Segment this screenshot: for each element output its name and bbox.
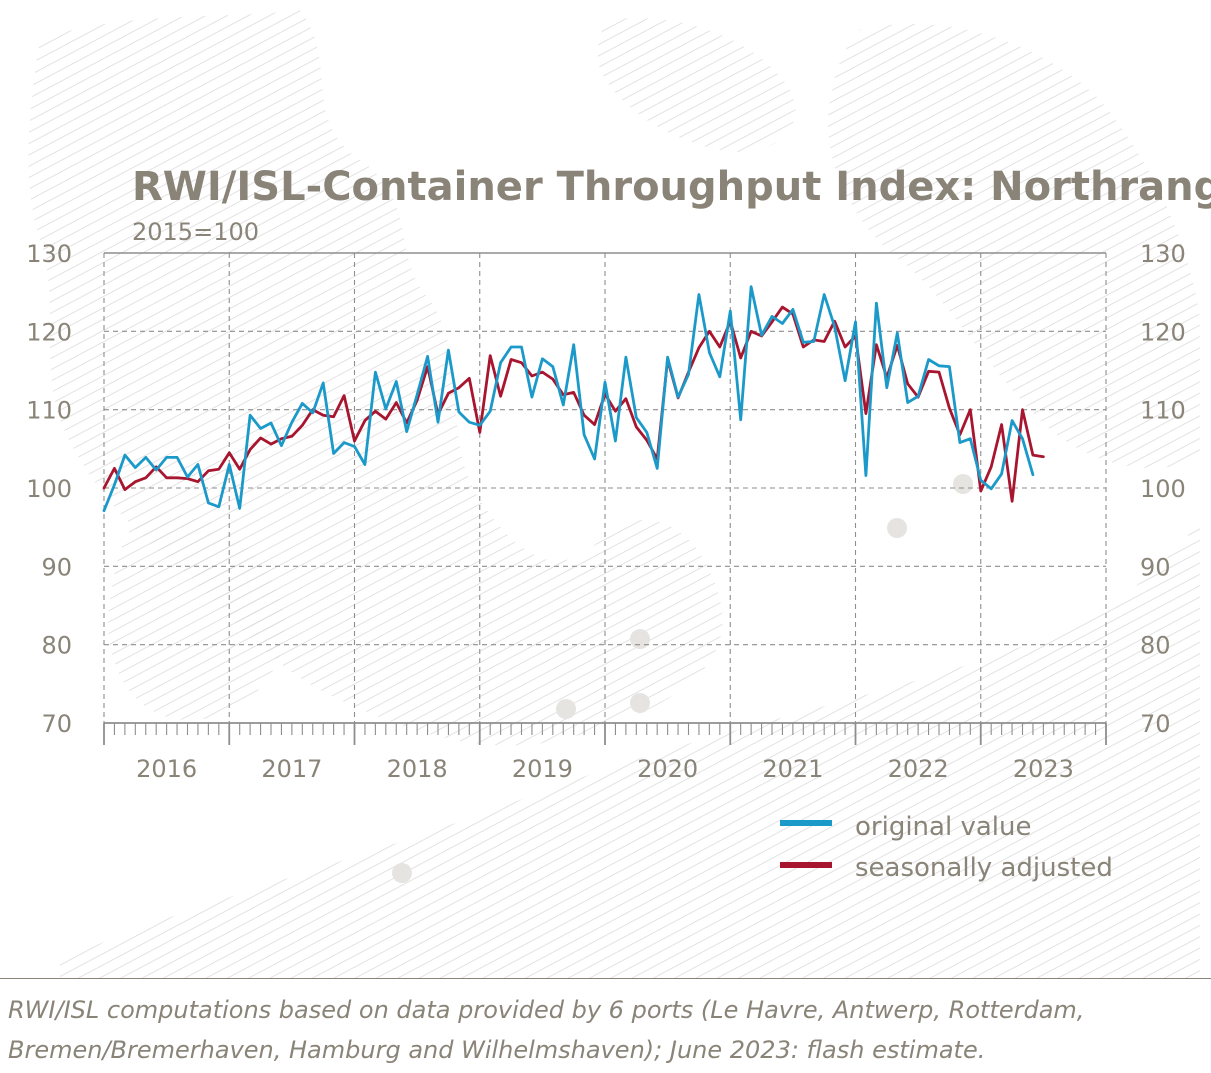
x-tick-label: 2023 (1013, 755, 1074, 783)
grid (103, 252, 1107, 723)
chart-title: RWI/ISL-Container Throughput Index: Nort… (132, 164, 1211, 210)
x-tick-label: 2019 (512, 755, 573, 783)
series-lines (102, 285, 1045, 513)
axes: 130 130 120 120 110 110 100 100 90 90 80 80 70 70 2016… (26, 240, 1186, 783)
x-tick-label: 2020 (637, 755, 698, 783)
y-tick-label-left: 110 (26, 397, 72, 425)
legend: original value seasonally adjusted (780, 812, 1113, 883)
y-tick-label-right: 110 (1140, 397, 1186, 425)
footer-divider (0, 978, 1211, 979)
y-tick-label-right: 130 (1140, 240, 1186, 268)
x-tick-label: 2018 (387, 755, 448, 783)
chart: RWI/ISL-Container Throughput Index: Nort… (26, 10, 1211, 978)
y-tick-label-right: 120 (1140, 318, 1186, 346)
y-tick-label-right: 70 (1140, 710, 1171, 738)
y-tick-label-left: 80 (41, 632, 72, 660)
y-tick-label-right: 80 (1140, 632, 1171, 660)
legend-label-seasonal: seasonally adjusted (855, 853, 1113, 883)
y-tick-label-left: 70 (41, 710, 72, 738)
y-tick-label-left: 100 (26, 475, 72, 503)
x-tick-label: 2022 (888, 755, 949, 783)
y-tick-label-right: 90 (1140, 553, 1171, 581)
series-line-original-value (102, 285, 1035, 513)
y-tick-label-right: 100 (1140, 475, 1186, 503)
y-tick-label-left: 120 (26, 318, 72, 346)
y-tick-label-left: 90 (41, 553, 72, 581)
footnote-line-1: RWI/ISL computations based on data provi… (8, 996, 1085, 1024)
y-tick-label-left: 130 (26, 240, 72, 268)
legend-label-original: original value (855, 812, 1031, 842)
x-tick-label: 2021 (762, 755, 823, 783)
footnote: RWI/ISL computations based on data provi… (8, 990, 1198, 1070)
footnote-line-2: Bremen/Bremerhaven, Hamburg and Wilhelms… (8, 1036, 986, 1064)
chart-subtitle: 2015=100 (132, 218, 259, 246)
x-tick-label: 2017 (261, 755, 322, 783)
x-tick-label: 2016 (136, 755, 197, 783)
